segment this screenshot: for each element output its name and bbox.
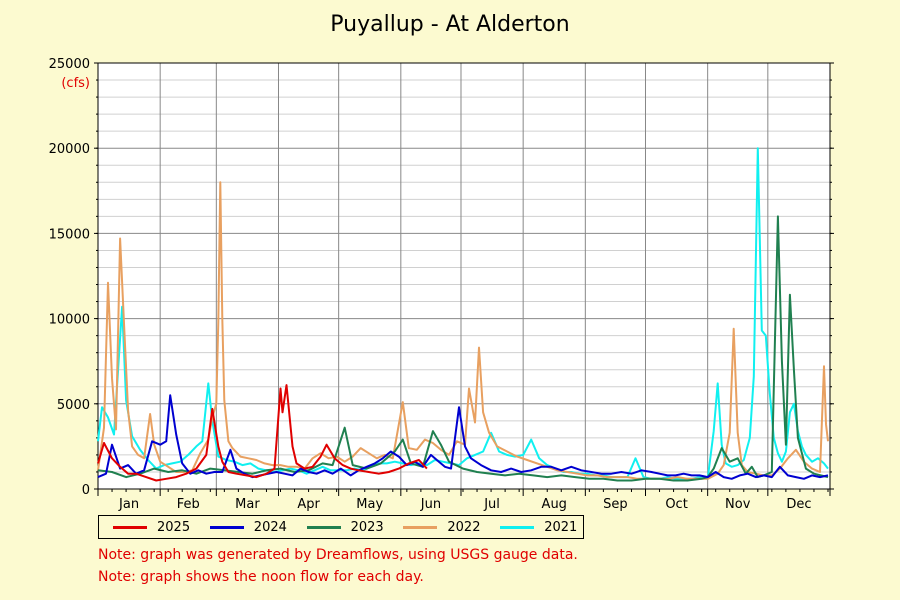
x-month-label: Jan [118,497,139,512]
plot-border [97,62,831,490]
x-month-label: May [356,497,383,512]
y-tick-label: 15000 [49,227,90,242]
legend-label: 2023 [350,519,384,535]
x-month-label: Jun [420,497,441,512]
note-noon-flow: Note: graph shows the noon flow for each… [98,569,424,585]
x-month-label: Jul [483,497,500,512]
y-tick-label: 25000 [49,57,90,72]
x-month-label: Sep [603,497,628,512]
legend-swatch [306,525,341,529]
x-month-label: Nov [725,497,751,512]
x-month-label: Feb [177,497,200,512]
legend-label: 2025 [157,519,191,535]
x-month-label: Dec [786,497,811,512]
y-tick-label: 5000 [57,398,90,413]
legend-label: 2024 [253,519,287,535]
x-month-label: Apr [297,497,320,512]
note-source: Note: graph was generated by Dreamflows,… [98,547,578,563]
legend-item-2024: 2024 [209,519,293,535]
legend-item-2021: 2021 [500,520,583,535]
series-line-2024 [97,394,829,480]
series-line-2025 [97,384,428,482]
legend-item-2025: 2025 [113,520,196,535]
legend-swatch [500,525,535,529]
chart-title: Puyallup - At Alderton [330,12,570,37]
y-tick-label: 0 [82,483,90,498]
x-month-label: Aug [542,497,567,512]
legend-item-2023: 2023 [306,519,390,535]
x-month-label: Oct [665,497,687,512]
legend-label: 2021 [544,519,578,535]
legend-swatch [403,525,438,529]
legend-label: 2022 [447,519,481,535]
legend: 2025 2024 2023 2022 2021 [98,515,584,539]
legend-swatch [209,525,244,529]
legend-item-2022: 2022 [403,520,486,535]
y-tick-label: 20000 [49,142,90,157]
y-tick-label: 10000 [49,313,90,328]
unit-label: (cfs) [61,76,90,91]
x-month-label: Mar [235,497,260,512]
notes: Note: graph was generated by Dreamflows,… [98,544,578,588]
legend-swatch [113,525,147,529]
